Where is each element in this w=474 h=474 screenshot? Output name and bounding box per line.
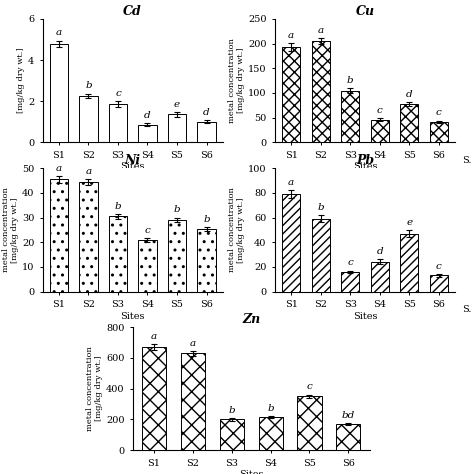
- Bar: [79, 182, 98, 292]
- Bar: [109, 216, 127, 292]
- Text: b: b: [267, 404, 274, 413]
- Title: Ni: Ni: [125, 154, 141, 167]
- Text: b: b: [85, 82, 92, 91]
- Text: c: c: [436, 109, 442, 118]
- X-axis label: Sites: Sites: [353, 311, 377, 320]
- Text: S.: S.: [462, 305, 472, 314]
- Text: b: b: [228, 406, 235, 415]
- Text: b: b: [115, 202, 121, 211]
- Bar: [311, 219, 330, 292]
- Text: d: d: [144, 111, 151, 120]
- Bar: [168, 220, 186, 292]
- Y-axis label: metal concentration
[mg/kg dry wt.]: metal concentration [mg/kg dry wt.]: [86, 346, 103, 431]
- Bar: [168, 115, 186, 142]
- X-axis label: Sites: Sites: [120, 311, 145, 320]
- Y-axis label: [mg/kg dry wt.]: [mg/kg dry wt.]: [17, 48, 25, 113]
- Bar: [337, 424, 360, 450]
- Bar: [371, 119, 389, 142]
- Y-axis label: metal concentration
[mg/kg dry wt.]: metal concentration [mg/kg dry wt.]: [228, 187, 246, 273]
- Text: a: a: [56, 28, 62, 37]
- Title: Cu: Cu: [356, 5, 374, 18]
- Text: S.: S.: [462, 156, 472, 165]
- Text: a: a: [318, 26, 324, 35]
- Bar: [400, 104, 419, 142]
- X-axis label: Sites: Sites: [239, 470, 264, 474]
- Text: c: c: [436, 262, 442, 271]
- Text: a: a: [288, 31, 294, 40]
- Text: d: d: [203, 108, 210, 117]
- Y-axis label: metal concentration
[mg/kg dry wt.]: metal concentration [mg/kg dry wt.]: [228, 38, 246, 123]
- Bar: [371, 262, 389, 292]
- Bar: [142, 347, 166, 450]
- Bar: [341, 272, 359, 292]
- Text: a: a: [151, 332, 157, 341]
- Bar: [138, 240, 156, 292]
- X-axis label: Sites: Sites: [120, 162, 145, 171]
- Bar: [259, 417, 283, 450]
- Text: c: c: [145, 226, 150, 235]
- Bar: [282, 47, 301, 142]
- Text: b: b: [173, 206, 180, 215]
- Bar: [429, 275, 448, 292]
- Text: b: b: [347, 76, 354, 85]
- Text: a: a: [85, 167, 91, 176]
- Bar: [282, 194, 301, 292]
- Bar: [197, 228, 216, 292]
- Text: e: e: [406, 218, 412, 227]
- Text: c: c: [347, 258, 353, 267]
- Text: c: c: [377, 106, 383, 115]
- Bar: [109, 104, 127, 142]
- Text: b: b: [203, 215, 210, 224]
- Title: Pb: Pb: [356, 154, 374, 167]
- Bar: [197, 122, 216, 142]
- Text: d: d: [376, 247, 383, 256]
- Text: a: a: [56, 164, 62, 173]
- Bar: [181, 353, 205, 450]
- Bar: [220, 419, 244, 450]
- Text: a: a: [190, 339, 196, 348]
- Bar: [400, 234, 419, 292]
- Bar: [50, 179, 68, 292]
- Bar: [429, 122, 448, 142]
- Text: c: c: [115, 89, 121, 98]
- Bar: [79, 96, 98, 142]
- Text: e: e: [174, 100, 180, 109]
- Bar: [298, 396, 321, 450]
- Y-axis label: metal concentration
[mg/kg dry wt.]: metal concentration [mg/kg dry wt.]: [2, 187, 19, 273]
- Bar: [138, 125, 156, 142]
- Text: d: d: [406, 90, 412, 99]
- Text: bd: bd: [342, 411, 355, 420]
- Text: b: b: [318, 203, 324, 212]
- Title: Cd: Cd: [123, 5, 142, 18]
- Text: a: a: [288, 178, 294, 187]
- Bar: [50, 44, 68, 142]
- Bar: [341, 91, 359, 142]
- X-axis label: Sites: Sites: [353, 162, 377, 171]
- Bar: [311, 41, 330, 142]
- Text: c: c: [307, 383, 312, 392]
- Title: Zn: Zn: [242, 313, 260, 326]
